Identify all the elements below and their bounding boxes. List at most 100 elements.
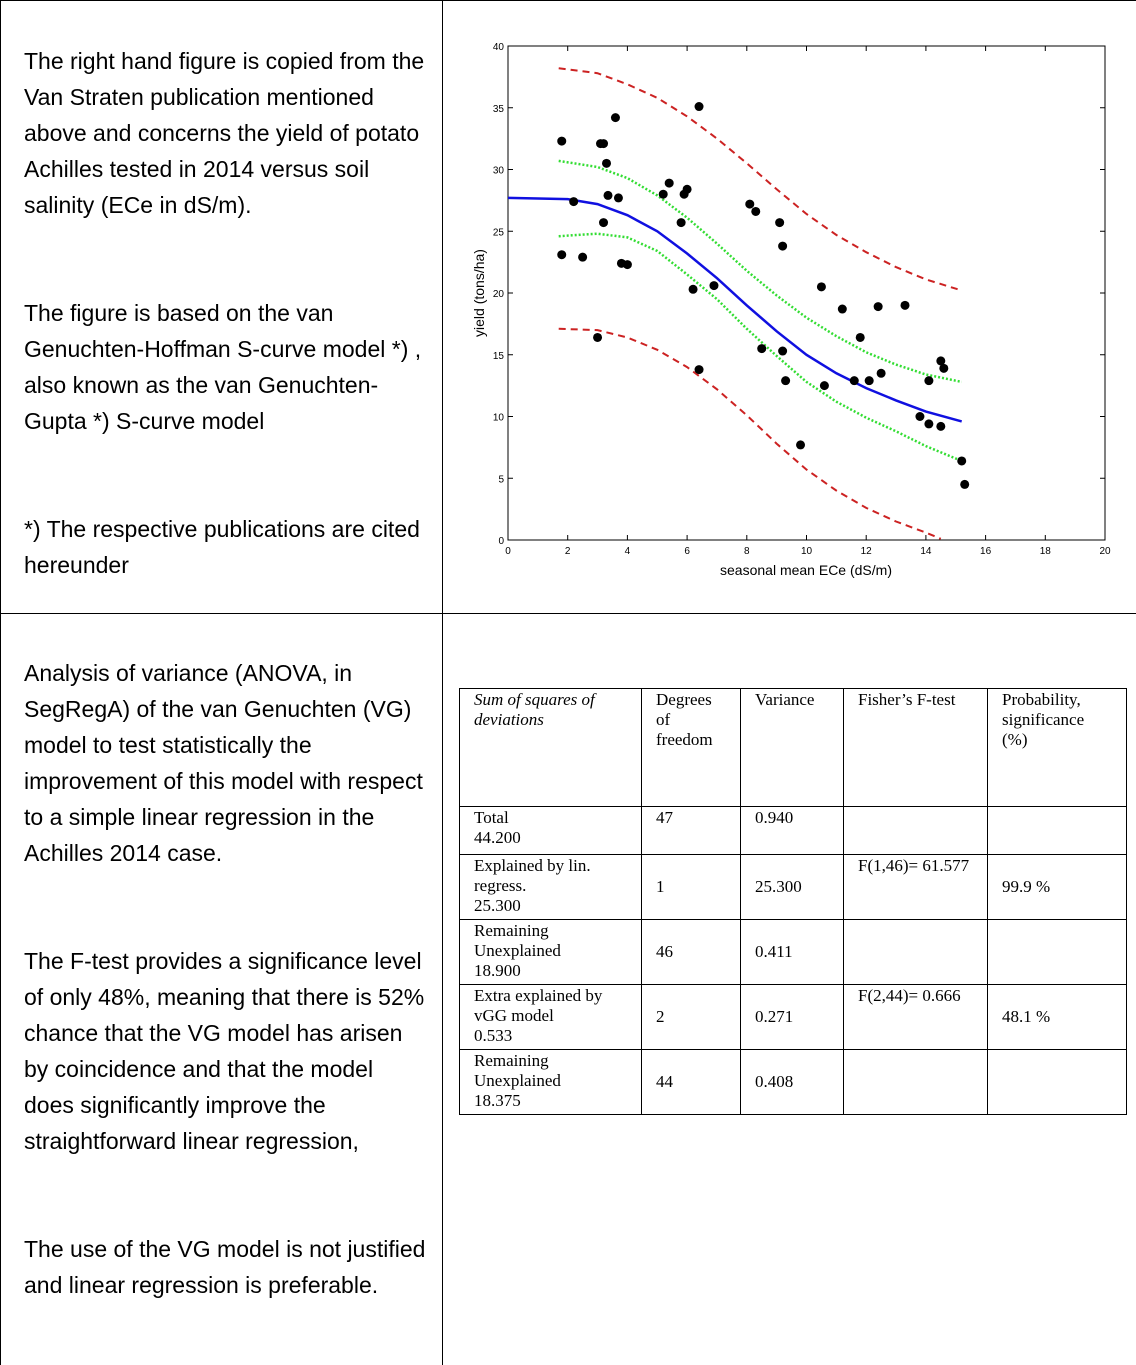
data-point xyxy=(775,218,785,228)
probability-cell: 48.1 % xyxy=(987,984,1127,1050)
data-point xyxy=(599,218,609,228)
data-point xyxy=(676,218,686,228)
x-axis-label: seasonal mean ECe (dS/m) xyxy=(720,562,892,578)
variance-cell: 0.940 xyxy=(740,806,844,855)
x-tick-label: 2 xyxy=(565,546,571,557)
data-point xyxy=(682,184,692,194)
data-point xyxy=(939,363,949,373)
anova-intro-paragraph: Analysis of variance (ANOVA, in SegRegA)… xyxy=(24,660,423,866)
data-point xyxy=(694,365,704,375)
x-tick-label: 0 xyxy=(505,546,511,557)
header-degrees-of-freedom: Degrees of freedom xyxy=(641,688,741,807)
data-point xyxy=(745,199,755,209)
data-point xyxy=(694,102,704,112)
footnote-paragraph: *) The respective publications are cited… xyxy=(24,516,420,578)
data-point xyxy=(658,189,668,199)
sum-value: 44.200 xyxy=(474,828,521,847)
variance-cell: 0.408 xyxy=(740,1049,844,1115)
data-point xyxy=(557,136,567,146)
intro-paragraph: The right hand figure is copied from the… xyxy=(24,48,425,218)
x-tick-label: 14 xyxy=(920,546,932,557)
data-points xyxy=(557,102,970,489)
data-point xyxy=(578,252,588,262)
yield-salinity-chart: 0 2 4 6 8 10 12 14 16 18 20 0 5 10 15 20 25 30 35 40 season… xyxy=(471,42,1111,578)
data-point xyxy=(796,440,806,450)
model-paragraph: The figure is based on the van Genuchten… xyxy=(24,300,422,434)
y-tick-label: 25 xyxy=(493,227,505,238)
data-point xyxy=(569,197,579,207)
variance-cell: 0.271 xyxy=(740,984,844,1050)
x-tick-label: 16 xyxy=(980,546,992,557)
data-point xyxy=(936,421,946,431)
data-point xyxy=(915,412,925,421)
y-tick-label: 35 xyxy=(493,104,505,115)
header-sum-of-squares: Sum of squares of deviations xyxy=(459,688,642,807)
table-row: Extra explained by vGG model 0.533 2 0.27… xyxy=(459,984,1127,1050)
axis-ticks: 0 2 4 6 8 10 12 14 16 18 20 0 5 10 15 20 25 30 35 40 xyxy=(493,42,1111,557)
table-border-middle xyxy=(442,0,443,1365)
header-f-test: Fisher’s F-test xyxy=(843,688,988,807)
data-point xyxy=(876,368,886,378)
f-test-cell xyxy=(843,919,988,985)
data-point xyxy=(599,139,609,149)
f-test-cell xyxy=(843,806,988,855)
df-cell: 46 xyxy=(641,919,741,985)
source-label: Remaining Unexplained xyxy=(474,1051,561,1090)
df-cell: 1 xyxy=(641,854,741,920)
data-point xyxy=(602,158,612,168)
data-point xyxy=(957,456,967,466)
f-test-cell: F(2,44)= 0.666 xyxy=(843,984,988,1050)
probability-cell: 99.9 % xyxy=(987,854,1127,920)
data-point xyxy=(900,300,910,310)
f-test-cell: F(1,46)= 61.577 xyxy=(843,854,988,920)
ftest-paragraph: The F-test provides a significance level… xyxy=(24,948,425,1154)
table-border-left xyxy=(0,0,1,1365)
chart-lines xyxy=(507,67,963,540)
x-tick-label: 4 xyxy=(625,546,631,557)
confidence-upper-line xyxy=(558,159,962,384)
source-cell: Extra explained by vGG model 0.533 xyxy=(459,984,642,1050)
data-point xyxy=(924,376,934,386)
data-point xyxy=(757,344,767,354)
source-cell: Explained by lin. regress. 25.300 xyxy=(459,854,642,920)
sum-value: 25.300 xyxy=(474,896,521,915)
y-tick-label: 10 xyxy=(493,413,505,424)
df-cell: 47 xyxy=(641,806,741,855)
y-tick-label: 5 xyxy=(498,474,504,485)
df-cell: 44 xyxy=(641,1049,741,1115)
data-point xyxy=(593,332,603,342)
sum-value: 18.900 xyxy=(474,961,521,980)
fit-curve-line xyxy=(507,196,963,423)
source-cell: Remaining Unexplained 18.375 xyxy=(459,1049,642,1115)
y-tick-label: 0 xyxy=(498,536,504,547)
data-point xyxy=(849,376,859,386)
x-tick-label: 12 xyxy=(861,546,873,557)
table-row: Explained by lin. regress. 25.300 1 25.30… xyxy=(459,854,1127,920)
header-variance: Variance xyxy=(740,688,844,807)
data-point xyxy=(924,419,934,429)
prediction-upper-line xyxy=(558,67,962,292)
data-point xyxy=(610,113,620,123)
confidence-lower-line xyxy=(558,232,963,463)
data-point xyxy=(781,376,791,386)
y-axis-label: yield (tons/ha) xyxy=(471,249,487,337)
x-tick-label: 10 xyxy=(801,546,813,557)
conclusion-paragraph: The use of the VG model is not justified… xyxy=(24,1236,426,1298)
x-tick-label: 20 xyxy=(1099,546,1111,557)
data-point xyxy=(873,302,883,312)
source-cell: Remaining Unexplained 18.900 xyxy=(459,919,642,985)
probability-cell xyxy=(987,919,1127,985)
probability-cell xyxy=(987,806,1127,855)
x-tick-label: 18 xyxy=(1040,546,1052,557)
data-point xyxy=(819,381,829,391)
y-tick-label: 15 xyxy=(493,351,505,362)
data-point xyxy=(603,190,613,200)
source-label: Extra explained by vGG model xyxy=(474,986,603,1025)
y-tick-label: 30 xyxy=(493,166,505,177)
data-point xyxy=(613,193,623,203)
variance-cell: 0.411 xyxy=(740,919,844,985)
data-point xyxy=(855,332,865,342)
source-label: Total xyxy=(474,808,509,827)
data-point xyxy=(622,260,632,270)
y-tick-label: 40 xyxy=(493,42,505,53)
